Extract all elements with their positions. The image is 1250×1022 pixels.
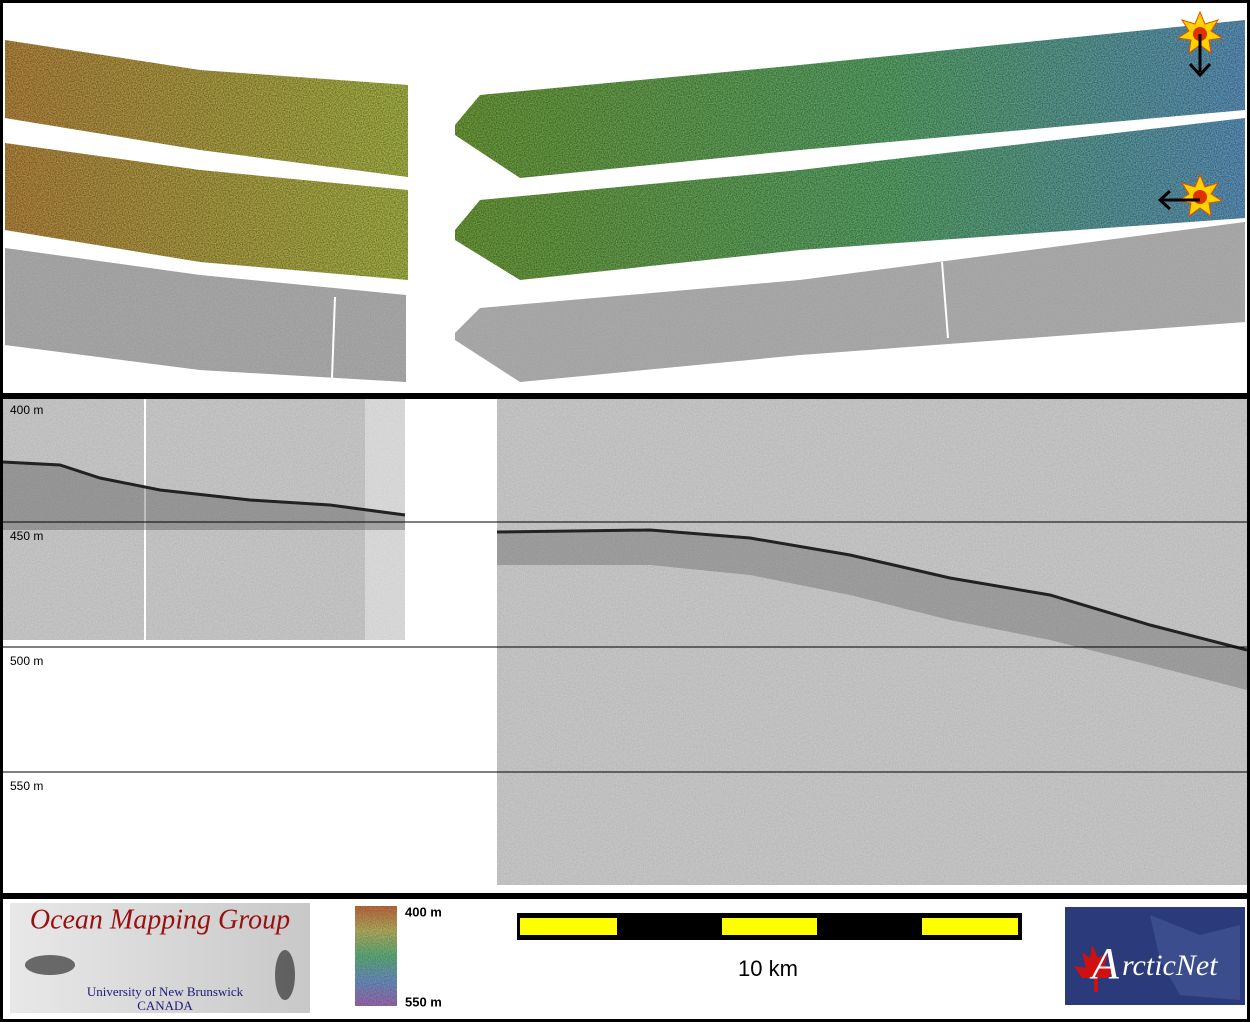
depth-label: 450 m	[10, 529, 43, 543]
logo-line: CANADA	[137, 998, 193, 1013]
logo-title: Ocean Mapping Group	[30, 904, 290, 935]
depth-label: 550 m	[10, 779, 43, 793]
left-swaths	[5, 40, 408, 382]
depth-lines	[3, 521, 1247, 773]
colorbar: 400 m 550 m	[355, 904, 442, 1009]
scale-label: 10 km	[738, 956, 798, 981]
right-swaths	[455, 20, 1245, 382]
colorbar-label: 400 m	[405, 904, 442, 919]
depth-label: 500 m	[10, 654, 43, 668]
depth-label: 400 m	[10, 403, 43, 417]
arcticnet-logo: A rcticNet	[1065, 907, 1245, 1005]
scale-bar: 10 km	[517, 913, 1022, 981]
logo-initial: A	[1089, 939, 1120, 988]
logo-text: rcticNet	[1122, 949, 1218, 982]
colorbar-label: 550 m	[405, 994, 442, 1009]
sun-icons	[1157, 10, 1224, 218]
logo-line: University of New Brunswick	[87, 984, 244, 999]
profile-images	[2, 399, 1248, 885]
ogm-logo: Ocean Mapping Group University of New Br…	[10, 903, 310, 1013]
